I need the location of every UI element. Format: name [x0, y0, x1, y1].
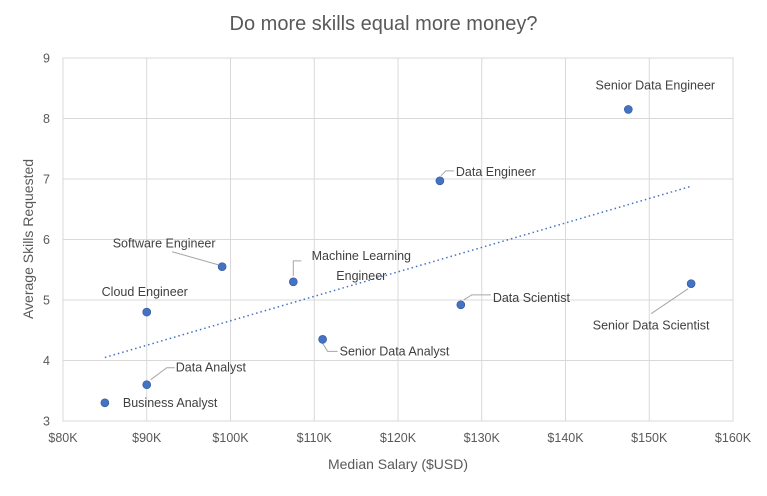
data-point [435, 176, 445, 186]
data-point-label: Data Engineer [456, 165, 536, 179]
label-leaders [150, 170, 689, 381]
y-tick-label: 8 [43, 112, 50, 126]
y-tick-label: 5 [43, 294, 50, 308]
label-leader-line [171, 251, 219, 266]
data-point [456, 300, 466, 310]
label-leader-line [292, 260, 302, 276]
data-point-label: Senior Data Engineer [596, 78, 716, 92]
point-labels: Business Analyst Data Analyst Cloud Engine… [102, 78, 715, 409]
chart-title: Do more skills equal more money? [230, 13, 538, 35]
data-point [318, 335, 327, 344]
y-tick-label: 6 [43, 233, 50, 247]
label-leader-line [440, 170, 454, 177]
y-axis-title: Average Skills Requested [20, 159, 36, 319]
data-point-label: Senior Data Analyst [340, 344, 450, 358]
data-point [142, 380, 152, 390]
data-point-label: Cloud Engineer [102, 285, 188, 299]
y-tick-label: 9 [43, 52, 50, 66]
trendline [104, 185, 692, 359]
x-axis-ticks: $80K $90K $100K $110K $120K $130K $140K $150K $1… [48, 431, 751, 445]
label-leader-line [463, 294, 491, 301]
x-tick-label: $140K [547, 431, 584, 445]
x-tick-label: $130K [464, 431, 501, 445]
x-tick-label: $110K [297, 431, 333, 445]
y-axis-ticks: 3 4 5 6 7 8 9 [43, 52, 50, 429]
x-tick-label: $150K [631, 431, 668, 445]
data-point-label: Data Analyst [176, 361, 247, 375]
data-point-label: Business Analyst [123, 396, 218, 410]
data-point-label: Software Engineer [113, 237, 216, 251]
x-tick-label: $160K [715, 431, 752, 445]
label-leader-line [322, 343, 338, 352]
y-tick-label: 3 [43, 415, 50, 429]
y-tick-label: 7 [43, 173, 50, 187]
x-tick-label: $90K [132, 431, 162, 445]
x-axis-title: Median Salary ($USD) [328, 456, 468, 472]
data-point [289, 277, 298, 287]
data-points [100, 105, 696, 408]
x-tick-label: $100K [212, 431, 249, 445]
data-point-label: Senior Data Scientist [593, 319, 710, 333]
data-point-label: Data Scientist [493, 291, 571, 305]
plot-area [62, 57, 734, 422]
x-tick-label: $80K [48, 431, 78, 445]
label-leader-line [650, 288, 689, 315]
data-point [142, 307, 152, 317]
y-tick-label: 4 [43, 354, 50, 368]
label-leader-line [150, 367, 175, 381]
x-tick-label: $120K [380, 431, 417, 445]
data-point [624, 105, 633, 114]
data-point [217, 262, 227, 272]
data-point [100, 398, 110, 408]
data-point [686, 279, 696, 288]
data-point-label: Machine Learning Engineer [312, 249, 411, 283]
